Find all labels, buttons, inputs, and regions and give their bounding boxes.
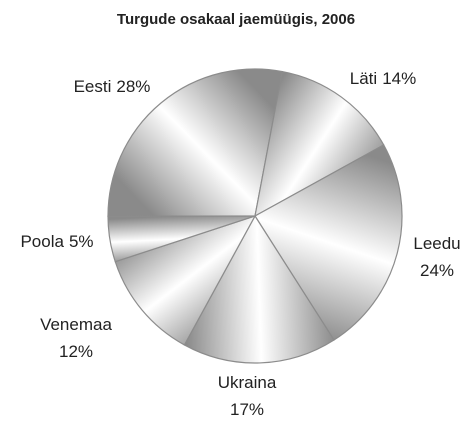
value-label: 5% — [69, 232, 94, 251]
category-label: Poola — [20, 232, 64, 251]
slice-label: Läti 14% — [350, 69, 416, 88]
chart-title: Turgude osakaal jaemüügis, 2006 — [117, 11, 355, 28]
slice-label: Venemaa 12% — [40, 315, 112, 361]
value-label: 14% — [382, 69, 416, 88]
category-label: Läti — [350, 69, 377, 88]
category-label: Ukraina — [218, 373, 277, 392]
pie-slice — [107, 215, 256, 263]
pie-slice — [183, 214, 335, 364]
slice-label: Ukraina 17% — [218, 373, 277, 419]
pie-slice — [254, 70, 385, 218]
value-label: 24% — [420, 261, 454, 280]
category-label: Leedu — [413, 234, 460, 253]
slice-label: Leedu 24% — [413, 234, 460, 280]
value-label: 28% — [116, 77, 150, 96]
slice-label: Eesti 28% — [74, 77, 151, 96]
pie-slice — [254, 144, 403, 341]
value-label: 12% — [59, 342, 93, 361]
category-label: Eesti — [74, 77, 112, 96]
slice-label: Poola 5% — [20, 232, 93, 251]
value-label: 17% — [230, 400, 264, 419]
category-label: Venemaa — [40, 315, 112, 334]
pie-slice — [107, 68, 283, 217]
pie-slice — [114, 214, 257, 346]
